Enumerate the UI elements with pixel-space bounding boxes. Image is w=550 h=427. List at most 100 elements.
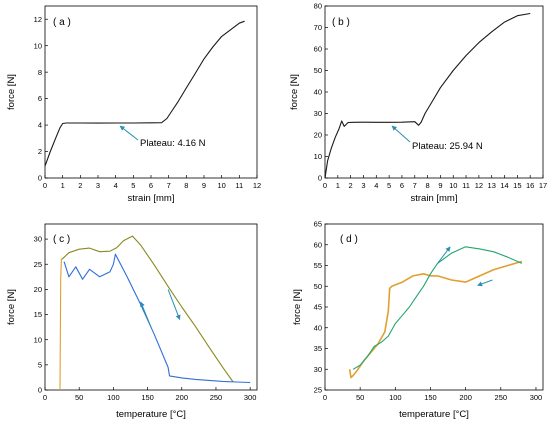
x-tick-label: 12 [253, 181, 261, 190]
direction-arrow [477, 279, 493, 287]
y-axis-label-a: force [N] [6, 74, 17, 110]
x-tick-label: 14 [500, 181, 508, 190]
x-tick-label: 11 [235, 181, 243, 190]
y-tick-label: 60 [314, 240, 322, 249]
x-tick-label: 12 [475, 181, 483, 190]
direction-arrow [167, 289, 181, 321]
y-tick-label: 70 [314, 23, 322, 32]
x-tick-label: 250 [495, 393, 508, 402]
y-tick-label: 0 [38, 386, 42, 395]
x-tick-label: 100 [107, 393, 120, 402]
series-line-blue [63, 253, 251, 384]
x-tick-label: 0 [323, 181, 327, 190]
panel-label-c: ( c ) [53, 234, 70, 245]
series-line-black [324, 12, 531, 179]
panel-label-b: ( b ) [332, 17, 350, 28]
y-axis-label-b: force [N] [289, 74, 300, 110]
y-tick-label: 10 [34, 41, 42, 50]
y-tick-label: 20 [314, 131, 322, 140]
y-tick-label: 60 [314, 45, 322, 54]
series-line-green [352, 246, 523, 370]
series-layer-c [59, 235, 251, 391]
y-tick-label: 35 [314, 344, 322, 353]
plateau-pointer-b [391, 125, 411, 143]
x-tick-label: 7 [413, 181, 417, 190]
x-tick-label: 7 [167, 181, 171, 190]
y-tick-label: 5 [38, 360, 42, 369]
y-tick-label: 65 [314, 220, 322, 229]
y-tick-label: 15 [34, 310, 42, 319]
y-tick-label: 40 [314, 323, 322, 332]
ticks-layer-b: 0 1 2 3 4 5 6 7 8 9 10 11 12 13 14 15 16 1701020304050607… [314, 2, 548, 190]
y-tick-label: 4 [38, 121, 42, 130]
y-tick-label: 30 [314, 365, 322, 374]
x-tick-label: 10 [217, 181, 225, 190]
y-tick-label: 10 [34, 335, 42, 344]
x-tick-label: 11 [462, 181, 470, 190]
series-layer-d [348, 246, 523, 379]
x-tick-label: 0 [323, 393, 327, 402]
y-tick-label: 55 [314, 261, 322, 270]
y-tick-label: 30 [34, 235, 42, 244]
x-tick-label: 50 [75, 393, 83, 402]
y-tick-label: 0 [38, 174, 42, 183]
x-tick-label: 50 [356, 393, 364, 402]
plateau-annotation-b: Plateau: 25.94 N [412, 141, 483, 152]
panel-label-a: ( a ) [53, 17, 71, 28]
y-tick-label: 2 [38, 147, 42, 156]
y-tick-label: 25 [34, 260, 42, 269]
series-line-orange [59, 258, 63, 391]
series-line-black [44, 20, 245, 167]
x-tick-label: 0 [43, 181, 47, 190]
y-tick-label: 45 [314, 303, 322, 312]
x-tick-label: 15 [513, 181, 521, 190]
panel-d: 0 50 100 150 200 250 300 25 30 35 40 45 50 55 60 65 ( d… [292, 220, 544, 420]
x-tick-label: 2 [78, 181, 82, 190]
y-tick-label: 0 [318, 174, 322, 183]
y-tick-label: 12 [34, 15, 42, 24]
x-axis-label-c: temperature [°C] [116, 409, 186, 420]
x-tick-label: 10 [449, 181, 457, 190]
panel-c: 0 50 100 150 200 250 300 0 5 10 15 20 25 30 ( c ) tem… [6, 223, 258, 420]
y-tick-label: 50 [314, 282, 322, 291]
x-tick-label: 150 [424, 393, 437, 402]
x-tick-label: 9 [202, 181, 206, 190]
x-tick-label: 8 [426, 181, 430, 190]
series-layer-a [44, 20, 245, 167]
x-tick-label: 2 [349, 181, 353, 190]
x-tick-label: 150 [141, 393, 154, 402]
x-tick-label: 6 [400, 181, 404, 190]
y-tick-label: 30 [314, 109, 322, 118]
y-tick-label: 40 [314, 88, 322, 97]
x-tick-label: 5 [387, 181, 391, 190]
x-tick-label: 4 [374, 181, 378, 190]
panel-label-d: ( d ) [340, 234, 358, 245]
plot-frame-b [324, 5, 544, 179]
series-layer-b [324, 12, 531, 179]
x-tick-label: 9 [438, 181, 442, 190]
plateau-annotation-a: Plateau: 4.16 N [140, 138, 206, 149]
x-tick-label: 300 [530, 393, 543, 402]
y-tick-label: 10 [314, 152, 322, 161]
series-line-orange [348, 260, 523, 379]
x-tick-label: 3 [96, 181, 100, 190]
x-tick-label: 4 [114, 181, 118, 190]
x-tick-label: 6 [149, 181, 153, 190]
x-axis-label-a: strain [mm] [128, 193, 175, 204]
direction-arrow [140, 301, 152, 328]
ticks-layer-d: 0 50 100 150 200 250 300 25 30 35 40 45 50 55 60 65 [314, 220, 543, 402]
y-tick-label: 80 [314, 2, 322, 11]
x-tick-label: 5 [131, 181, 135, 190]
y-axis-label-c: force [N] [6, 289, 17, 325]
x-tick-label: 200 [459, 393, 472, 402]
plot-frame-c [44, 223, 258, 391]
x-tick-label: 16 [526, 181, 534, 190]
panel-b: 0 1 2 3 4 5 6 7 8 9 10 11 12 13 14 15 16 1701020304050607… [289, 2, 547, 204]
x-tick-label: 3 [361, 181, 365, 190]
plateau-pointer-a [119, 125, 139, 141]
x-axis-label-d: temperature [°C] [399, 409, 469, 420]
y-tick-label: 6 [38, 94, 42, 103]
